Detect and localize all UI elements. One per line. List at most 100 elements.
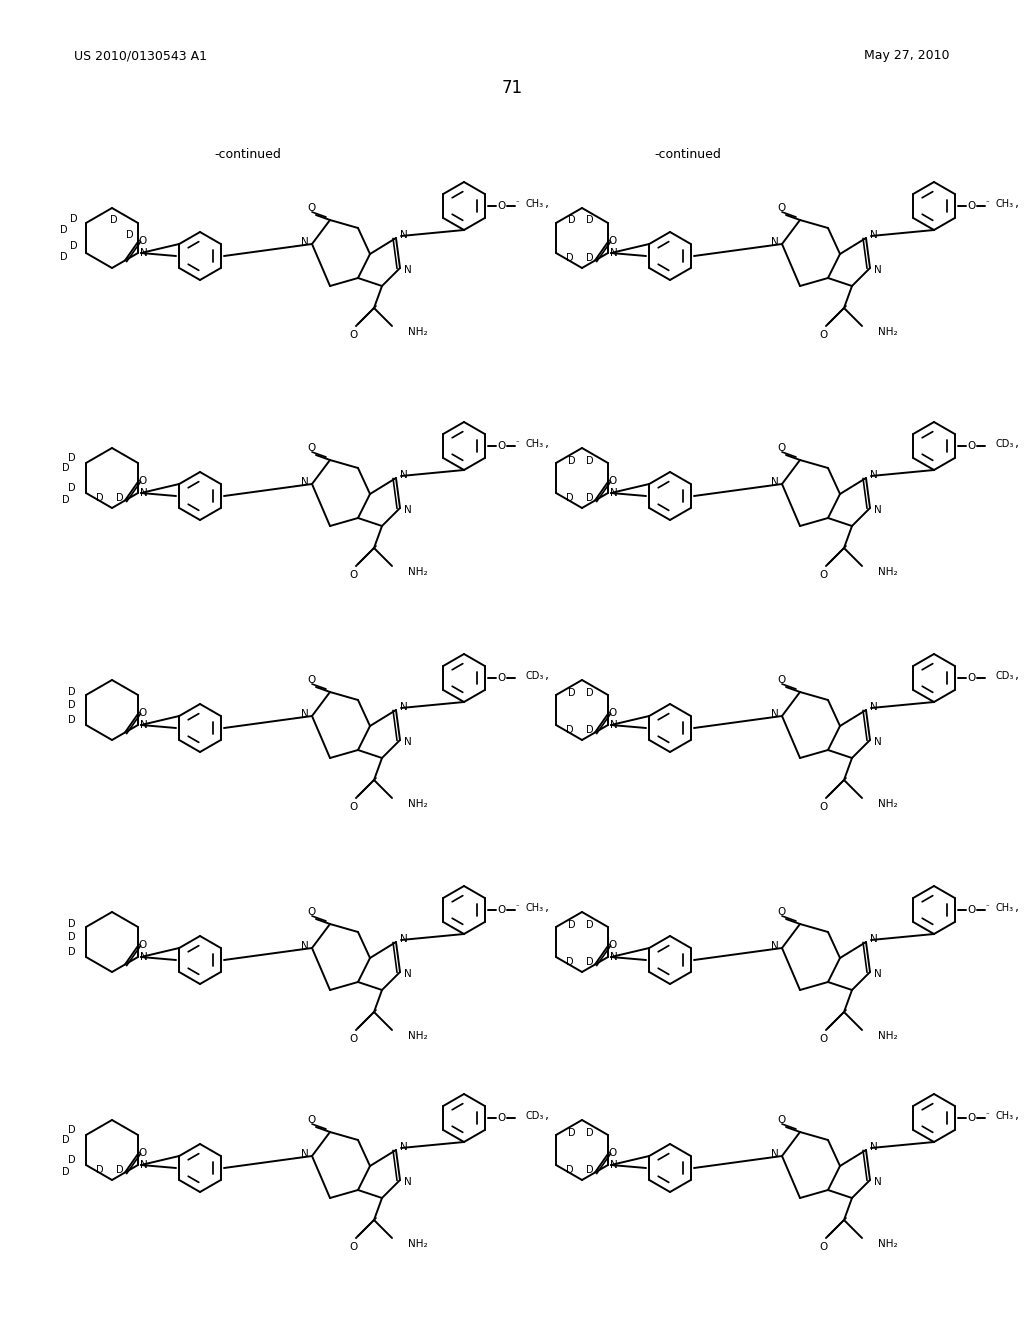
Text: N: N bbox=[301, 238, 309, 247]
Text: N: N bbox=[610, 952, 617, 962]
Text: O: O bbox=[609, 475, 617, 486]
Text: D: D bbox=[96, 492, 103, 503]
Text: N: N bbox=[874, 737, 882, 747]
Text: O: O bbox=[350, 1242, 358, 1251]
Text: D: D bbox=[568, 455, 575, 466]
Text: D: D bbox=[69, 715, 76, 725]
Text: D: D bbox=[69, 700, 76, 710]
Text: O: O bbox=[820, 1034, 828, 1044]
Text: O: O bbox=[139, 1147, 147, 1158]
Text: CH₃: CH₃ bbox=[995, 199, 1013, 209]
Text: NH₂: NH₂ bbox=[878, 568, 898, 577]
Text: N: N bbox=[870, 935, 878, 944]
Text: D: D bbox=[586, 920, 594, 931]
Text: N: N bbox=[140, 248, 147, 257]
Text: O: O bbox=[609, 235, 617, 246]
Text: O: O bbox=[609, 940, 617, 949]
Text: ,: , bbox=[545, 669, 549, 682]
Text: D: D bbox=[566, 492, 573, 503]
Text: N: N bbox=[404, 506, 412, 515]
Text: D: D bbox=[69, 1155, 76, 1166]
Text: N: N bbox=[301, 477, 309, 487]
Text: –: – bbox=[985, 198, 989, 205]
Text: D: D bbox=[586, 725, 594, 735]
Text: D: D bbox=[69, 919, 76, 929]
Text: N: N bbox=[874, 506, 882, 515]
Text: N: N bbox=[400, 470, 408, 480]
Text: D: D bbox=[586, 253, 594, 263]
Text: D: D bbox=[586, 1166, 594, 1175]
Text: O: O bbox=[609, 1147, 617, 1158]
Text: D: D bbox=[69, 686, 76, 697]
Text: CH₃: CH₃ bbox=[995, 1111, 1013, 1121]
Text: May 27, 2010: May 27, 2010 bbox=[864, 49, 950, 62]
Text: D: D bbox=[566, 957, 573, 968]
Text: N: N bbox=[771, 238, 779, 247]
Text: D: D bbox=[62, 495, 70, 506]
Text: N: N bbox=[404, 737, 412, 747]
Text: D: D bbox=[96, 1166, 103, 1175]
Text: O: O bbox=[968, 906, 976, 915]
Text: N: N bbox=[140, 952, 147, 962]
Text: D: D bbox=[111, 215, 118, 224]
Text: N: N bbox=[874, 1177, 882, 1187]
Text: –: – bbox=[985, 902, 989, 908]
Text: D: D bbox=[586, 492, 594, 503]
Text: D: D bbox=[566, 1166, 573, 1175]
Text: N: N bbox=[301, 941, 309, 950]
Text: N: N bbox=[610, 248, 617, 257]
Text: ,: , bbox=[1015, 1110, 1019, 1122]
Text: N: N bbox=[771, 941, 779, 950]
Text: NH₂: NH₂ bbox=[878, 799, 898, 809]
Text: 71: 71 bbox=[502, 79, 522, 96]
Text: O: O bbox=[820, 330, 828, 341]
Text: O: O bbox=[778, 444, 786, 453]
Text: O: O bbox=[350, 570, 358, 579]
Text: O: O bbox=[350, 330, 358, 341]
Text: CD₃: CD₃ bbox=[995, 671, 1014, 681]
Text: D: D bbox=[69, 932, 76, 942]
Text: D: D bbox=[568, 688, 575, 698]
Text: D: D bbox=[568, 215, 575, 224]
Text: D: D bbox=[116, 492, 124, 503]
Text: D: D bbox=[126, 230, 134, 240]
Text: -continued: -continued bbox=[215, 149, 282, 161]
Text: NH₂: NH₂ bbox=[878, 1031, 898, 1041]
Text: CH₃: CH₃ bbox=[525, 440, 543, 449]
Text: O: O bbox=[778, 1115, 786, 1125]
Text: D: D bbox=[566, 253, 573, 263]
Text: D: D bbox=[586, 957, 594, 968]
Text: O: O bbox=[498, 906, 506, 915]
Text: O: O bbox=[778, 907, 786, 917]
Text: O: O bbox=[498, 673, 506, 682]
Text: N: N bbox=[870, 1142, 878, 1152]
Text: -continued: -continued bbox=[654, 149, 722, 161]
Text: ,: , bbox=[1015, 437, 1019, 450]
Text: –: – bbox=[515, 902, 519, 908]
Text: NH₂: NH₂ bbox=[408, 799, 428, 809]
Text: O: O bbox=[820, 570, 828, 579]
Text: N: N bbox=[870, 230, 878, 240]
Text: N: N bbox=[140, 719, 147, 730]
Text: NH₂: NH₂ bbox=[878, 1239, 898, 1249]
Text: CH₃: CH₃ bbox=[525, 903, 543, 913]
Text: D: D bbox=[568, 1129, 575, 1138]
Text: D: D bbox=[69, 1125, 76, 1135]
Text: O: O bbox=[820, 1242, 828, 1251]
Text: NH₂: NH₂ bbox=[878, 327, 898, 337]
Text: –: – bbox=[515, 438, 519, 444]
Text: D: D bbox=[62, 1167, 70, 1177]
Text: N: N bbox=[301, 709, 309, 719]
Text: ,: , bbox=[1015, 669, 1019, 682]
Text: D: D bbox=[566, 725, 573, 735]
Text: O: O bbox=[139, 940, 147, 949]
Text: O: O bbox=[968, 441, 976, 451]
Text: O: O bbox=[968, 673, 976, 682]
Text: N: N bbox=[610, 488, 617, 498]
Text: –: – bbox=[985, 1110, 989, 1115]
Text: CD₃: CD₃ bbox=[525, 1111, 544, 1121]
Text: NH₂: NH₂ bbox=[408, 1031, 428, 1041]
Text: NH₂: NH₂ bbox=[408, 568, 428, 577]
Text: D: D bbox=[62, 463, 70, 473]
Text: N: N bbox=[610, 1160, 617, 1170]
